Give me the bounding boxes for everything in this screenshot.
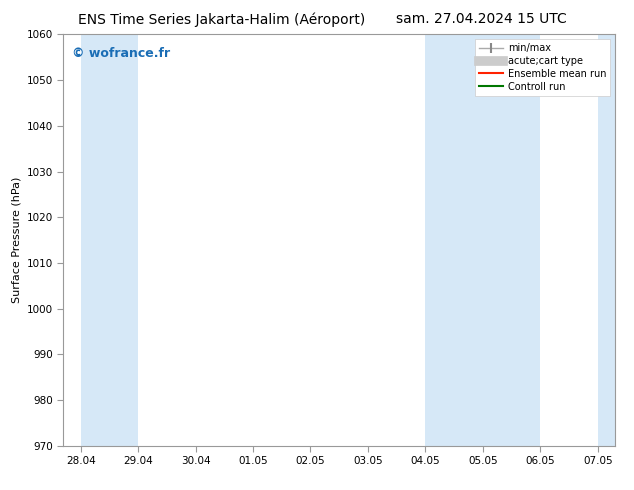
Y-axis label: Surface Pressure (hPa): Surface Pressure (hPa) (11, 177, 21, 303)
Text: © wofrance.fr: © wofrance.fr (72, 47, 170, 60)
Bar (81, 34, 138, 446)
Legend: min/max, acute;cart type, Ensemble mean run, Controll run: min/max, acute;cart type, Ensemble mean … (475, 39, 610, 96)
Text: ENS Time Series Jakarta-Halim (Aéroport): ENS Time Series Jakarta-Halim (Aéroport) (78, 12, 366, 27)
Bar (425, 34, 540, 446)
Text: sam. 27.04.2024 15 UTC: sam. 27.04.2024 15 UTC (396, 12, 567, 26)
Bar (598, 34, 615, 446)
